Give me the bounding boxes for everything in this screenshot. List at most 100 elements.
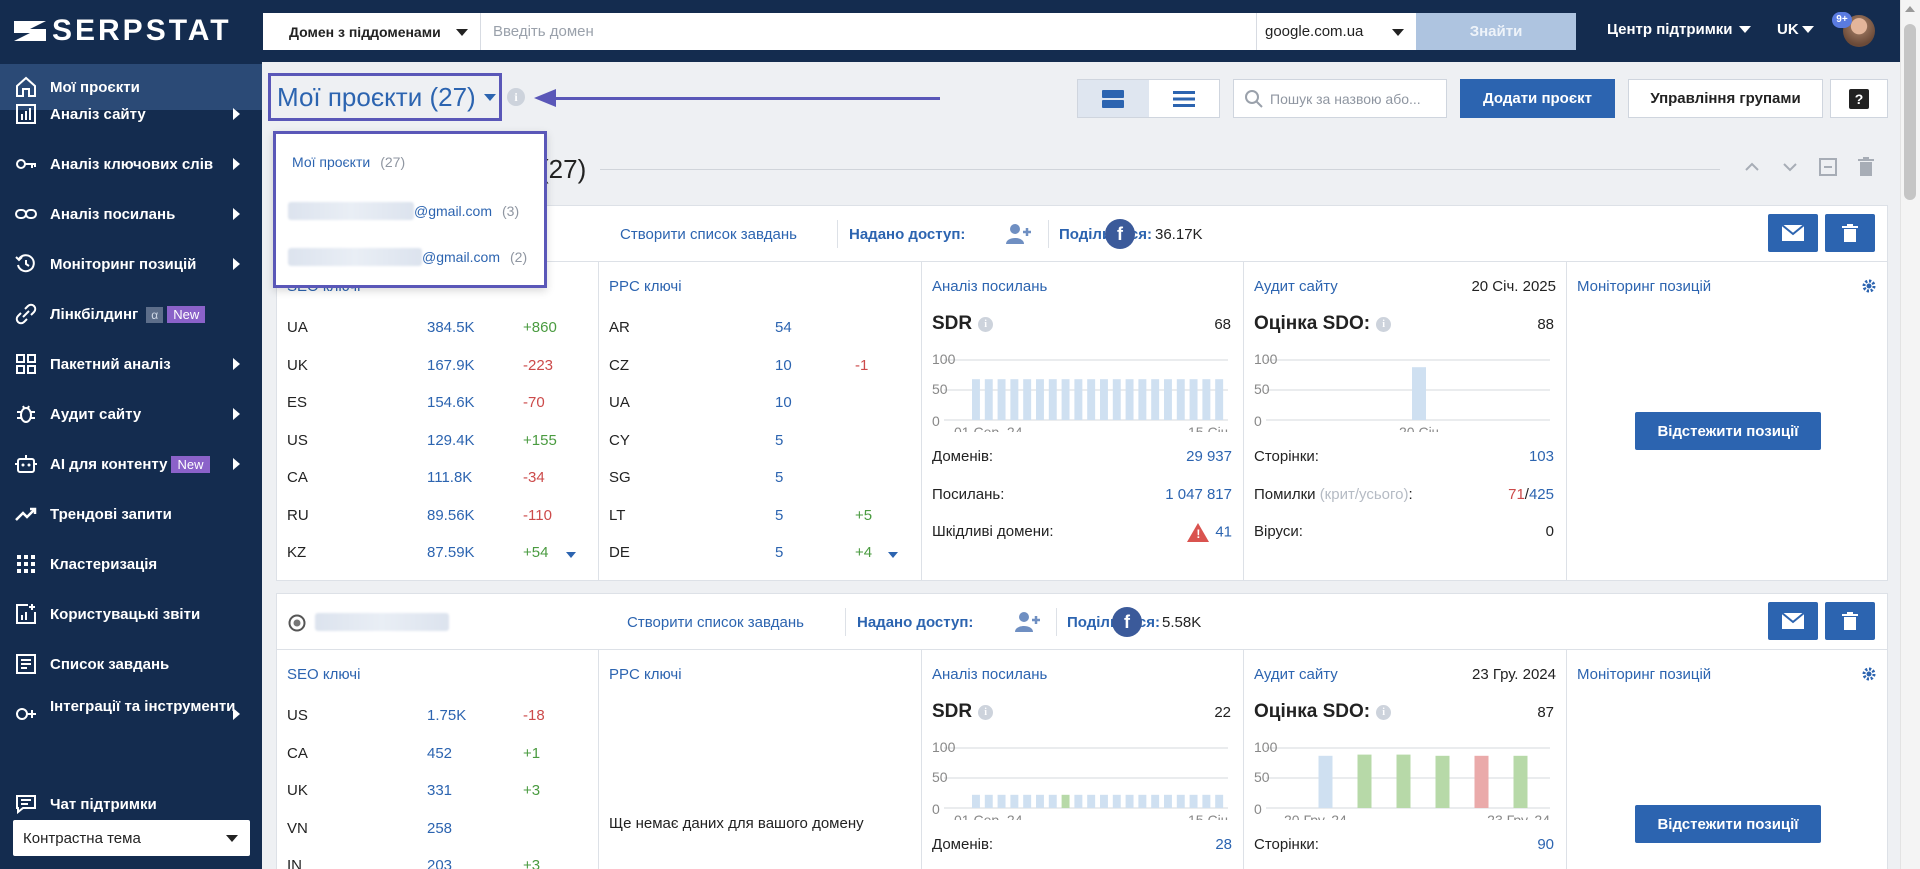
project-search-input[interactable]	[1270, 90, 1445, 107]
chart-bar[interactable]	[1100, 379, 1108, 420]
search-engine-select[interactable]: google.com.ua	[1256, 13, 1416, 50]
toxic-domains-value[interactable]: 41	[1215, 523, 1232, 541]
backlinks-title[interactable]: Аналіз посилань	[932, 278, 1048, 295]
chart-bar[interactable]	[1215, 794, 1224, 808]
expand-down-icon[interactable]	[1780, 157, 1800, 177]
chart-bar[interactable]	[1357, 754, 1372, 808]
chart-bar[interactable]	[1087, 794, 1096, 808]
keyword-count-link[interactable]: 89.56K	[427, 506, 475, 524]
chart-bar[interactable]	[1513, 755, 1528, 808]
keyword-count-link[interactable]: 5	[775, 469, 784, 486]
keyword-count-link[interactable]: 10	[775, 394, 792, 411]
chart-bar[interactable]	[1412, 367, 1426, 420]
keyword-count-link[interactable]: 10	[775, 356, 792, 374]
chart-bar[interactable]	[1435, 755, 1450, 808]
chart-bar[interactable]	[1010, 379, 1019, 420]
chart-bar[interactable]	[1125, 379, 1134, 420]
chart-bar[interactable]	[997, 794, 1006, 808]
keyword-count-link[interactable]: 167.9K	[427, 356, 475, 374]
track-positions-button[interactable]: Відстежити позиції	[1635, 805, 1821, 843]
chart-bar[interactable]	[997, 379, 1006, 420]
help-button[interactable]: ?	[1830, 79, 1888, 118]
site-audit-title[interactable]: Аудит сайту	[1254, 666, 1338, 683]
keyword-count-link[interactable]: 111.8K	[427, 469, 473, 486]
support-center-menu[interactable]: Центр підтримки	[1607, 21, 1751, 38]
add-user-icon[interactable]	[1014, 610, 1042, 634]
sidebar-item-integrations[interactable]: Інтеграції та інструменти	[0, 691, 262, 721]
notification-badge[interactable]: 9+	[1832, 12, 1852, 28]
chart-bar[interactable]	[1318, 755, 1333, 808]
scrollbar-track[interactable]	[1900, 0, 1920, 869]
chart-bar[interactable]	[1036, 794, 1044, 808]
chart-bar[interactable]	[1202, 379, 1211, 420]
chart-bar[interactable]	[1202, 794, 1211, 808]
ppc-keywords-title[interactable]: PPC ключі	[609, 278, 682, 295]
sidebar-item-chat[interactable]: Чат підтримки	[0, 781, 262, 827]
ppc-keywords-title[interactable]: PPC ключі	[609, 666, 682, 683]
view-cards-button[interactable]	[1078, 80, 1149, 117]
dropdown-item-shared-2[interactable]: @gmail.com (2)	[288, 248, 527, 266]
info-icon[interactable]: i	[978, 704, 994, 720]
chart-bar[interactable]	[1074, 794, 1083, 808]
chart-bar[interactable]	[972, 379, 980, 420]
create-task-list-link[interactable]: Створити список завдань	[620, 225, 797, 243]
chart-bar[interactable]	[1023, 794, 1032, 808]
keyword-count-link[interactable]: 5	[775, 544, 784, 561]
sidebar-item-batch[interactable]: Пакетний аналіз	[0, 341, 262, 387]
keyword-count-link[interactable]: 5	[775, 431, 784, 449]
chart-bar[interactable]	[1396, 754, 1411, 808]
chart-bar[interactable]	[1176, 794, 1185, 808]
sidebar-item-robot[interactable]: AI для контенту New	[0, 441, 262, 487]
position-monitoring-title[interactable]: Моніторинг позицій	[1577, 666, 1712, 683]
sidebar-item-tasks[interactable]: Список завдань	[0, 641, 262, 687]
sidebar-item-history[interactable]: Моніторинг позицій	[0, 241, 262, 287]
collapse-up-icon[interactable]	[1742, 157, 1762, 177]
keyword-count-link[interactable]: 452	[427, 744, 453, 762]
sidebar-item-bug[interactable]: Аудит сайту	[0, 391, 262, 437]
sidebar-item-linkbuilding[interactable]: Лінкбілдинг α New	[0, 291, 262, 337]
sidebar-item-report[interactable]: Користувацькі звіти	[0, 591, 262, 637]
info-icon[interactable]: i	[1376, 316, 1392, 332]
add-project-button[interactable]: Додати проєкт	[1460, 79, 1615, 118]
keyword-count-link[interactable]: 258	[427, 819, 453, 837]
info-icon[interactable]: i	[1376, 704, 1392, 720]
domain-input[interactable]	[481, 13, 1256, 50]
chart-bar[interactable]	[1036, 379, 1044, 420]
sidebar-item-site-analysis[interactable]: Аналіз сайту	[0, 91, 262, 137]
pages-value[interactable]: 90	[1537, 836, 1554, 853]
gear-icon[interactable]	[1861, 666, 1877, 682]
theme-select[interactable]: Контрастна тема	[13, 820, 250, 856]
scroll-up-icon[interactable]	[1905, 6, 1915, 12]
chart-bar[interactable]	[1138, 379, 1147, 420]
chart-bar[interactable]	[1164, 794, 1172, 808]
chart-bar[interactable]	[1010, 794, 1019, 808]
trash-icon[interactable]	[1856, 157, 1876, 177]
minimize-icon[interactable]	[1818, 157, 1838, 177]
chart-bar[interactable]	[1100, 794, 1108, 808]
chart-bar[interactable]	[1061, 379, 1070, 420]
sidebar-item-link[interactable]: Аналіз посилань	[0, 191, 262, 237]
keyword-count-link[interactable]: 87.59K	[427, 544, 475, 561]
track-positions-button[interactable]: Відстежити позиції	[1635, 412, 1821, 450]
sidebar-item-grid[interactable]: Кластеризація	[0, 541, 262, 587]
total-errors-value[interactable]: 425	[1528, 485, 1554, 503]
sidebar-item-key[interactable]: Аналіз ключових слів	[0, 141, 262, 187]
email-report-button[interactable]	[1768, 602, 1818, 640]
keyword-count-link[interactable]: 331	[427, 782, 453, 799]
chart-bar[interactable]	[1023, 379, 1032, 420]
site-audit-title[interactable]: Аудит сайту	[1254, 278, 1338, 295]
chart-bar[interactable]	[1048, 794, 1057, 808]
backlinks-title[interactable]: Аналіз посилань	[932, 666, 1048, 683]
chart-bar[interactable]	[1087, 379, 1096, 420]
info-icon[interactable]: i	[507, 88, 525, 106]
chart-bar[interactable]	[972, 794, 980, 808]
keyword-count-link[interactable]: 5	[775, 506, 784, 524]
keyword-count-link[interactable]: 203	[427, 857, 453, 869]
referring-domains-value[interactable]: 28	[1215, 836, 1232, 853]
referring-domains-value[interactable]: 29 937	[1186, 448, 1232, 465]
chart-bar[interactable]	[1048, 379, 1057, 420]
keyword-count-link[interactable]: 54	[775, 319, 792, 336]
chart-bar[interactable]	[1474, 755, 1489, 808]
search-type-select[interactable]: Домен з піддоменами	[263, 13, 481, 50]
chart-bar[interactable]	[1138, 794, 1147, 808]
